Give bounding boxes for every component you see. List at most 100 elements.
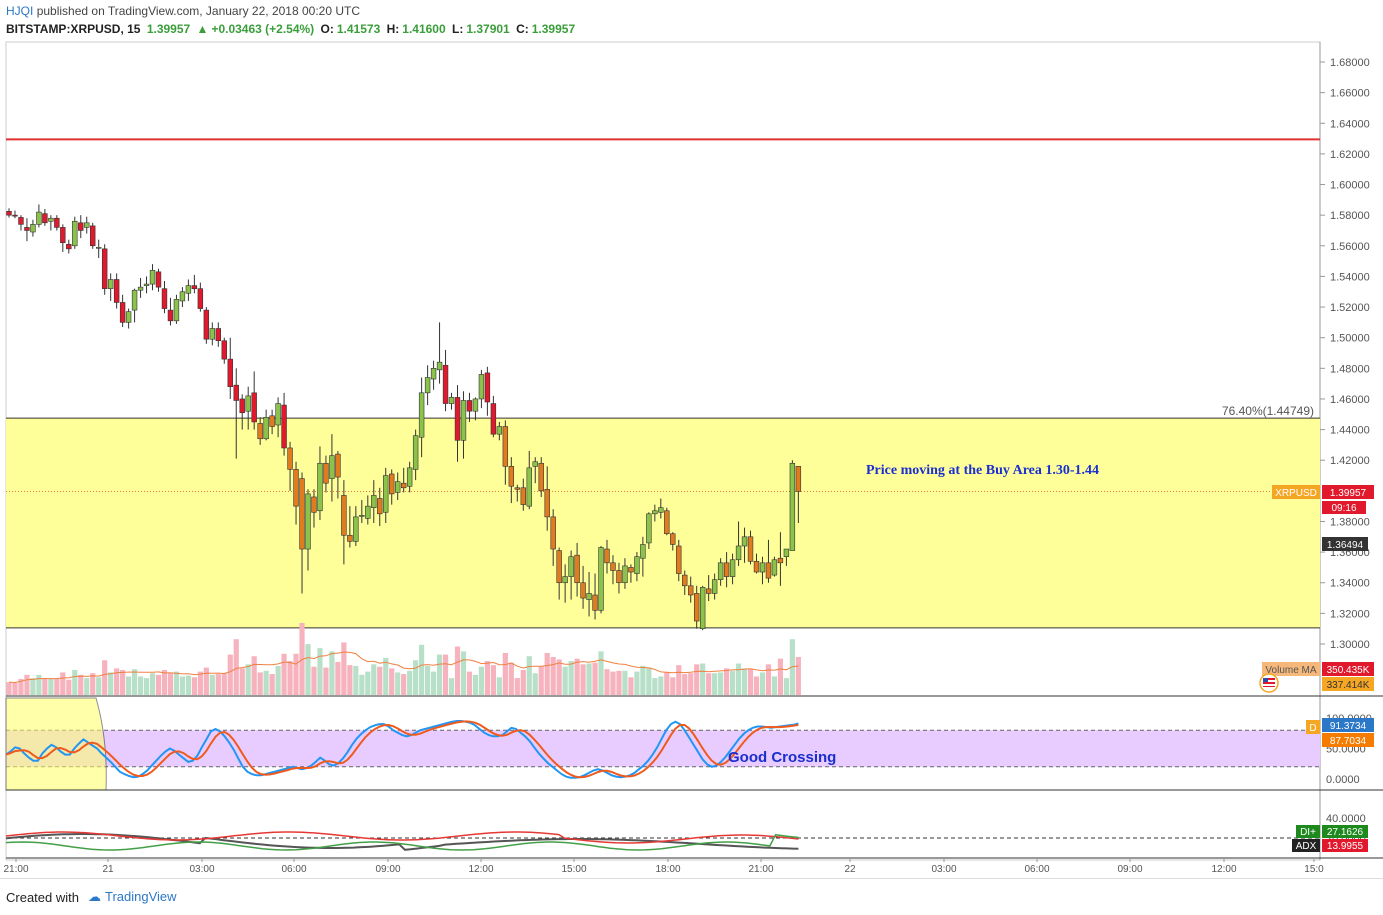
candle-body [149,269,156,285]
candle-body [66,243,72,250]
candle-body [520,487,526,505]
volume-bar [765,664,772,695]
volume-bar [167,672,174,695]
candle-body [96,247,102,249]
candle-body [275,403,281,426]
volume-bar [676,665,682,695]
candle-body [84,222,90,228]
candle-body [394,481,401,493]
volume-bar [532,673,538,695]
volume-bar [472,674,479,695]
candle-body [424,377,431,394]
candle-body [60,227,66,244]
volume-bar [239,668,245,695]
candle-body [335,453,341,478]
candle-body [341,495,347,536]
candle-body [293,469,299,507]
volume-bar [634,671,640,695]
volume-bar [460,651,467,695]
footer-bar: Created with ☁ TradingView [0,878,1383,915]
volume-bar [36,674,42,695]
volume-bar [54,678,60,695]
volume-bar [694,664,700,695]
volume-bar [12,682,18,695]
volume-bar [257,672,263,695]
time-tick-label: 06:00 [1024,864,1049,875]
price-tick-label: 1.34000 [1330,578,1370,590]
candle-body [299,478,305,550]
candle-body [717,562,724,580]
candle-body [646,513,652,544]
volume-bar [628,677,634,695]
candle-body [12,214,18,217]
volume-bar [586,663,592,695]
volume-bar [227,654,233,695]
adx-tag: ADX [1296,841,1317,852]
author-link[interactable]: HJQI [6,4,34,18]
time-tick-label: 21 [102,864,114,875]
candle-body [640,544,646,559]
highlight-circle [5,697,107,791]
candle-body [688,585,694,596]
volume-bar [735,663,742,695]
low-label: L: [452,22,464,36]
volume-bar [329,651,335,695]
volume-bar [114,668,120,695]
volume-bar [197,671,203,695]
candle-body [466,400,473,412]
volume-bar [407,670,413,695]
volume-bar [682,674,688,695]
symbol-legend: BITSTAMP:XRPUSD, 15 1.39957 ▲ +0.03463 (+… [6,22,578,36]
candle-body [478,374,485,400]
flag-icon[interactable] [1259,673,1279,693]
volume-bar [413,660,419,695]
volume-bar [771,676,778,695]
volume-bar [436,654,443,695]
volume-bar [729,670,736,695]
candle-body [78,222,84,231]
volume-bar [233,639,239,695]
candle-body [389,473,395,495]
volume-bar [221,673,227,695]
candle-body [119,302,126,323]
time-tick-label: 15:0 [1304,864,1324,875]
candle-body [472,398,479,412]
volume-value-bg [1322,677,1374,691]
candle-body [6,211,12,216]
high-label: H: [386,22,400,36]
close-value: 1.39957 [531,22,576,36]
chart-canvas[interactable]: 1.68000 1.66000 1.64000 1.62000 1.60000 1.580… [0,40,1383,878]
candle-body [682,574,688,587]
candle-body [54,217,60,228]
d-value-bg [1322,733,1374,747]
candle-body [634,556,640,574]
volume-bar [484,661,490,695]
volume-bar [161,669,168,695]
volume-bar [580,664,586,695]
candle-body [723,562,730,577]
candle-body [209,328,216,340]
tradingview-link[interactable]: ☁ TradingView [88,889,177,905]
tradingview-brand: TradingView [105,889,177,904]
candle-body [460,400,467,441]
bar-countdown: 09:16 [1331,503,1356,514]
candle-body [670,533,676,545]
candles-layer [6,204,802,631]
candle-body [287,447,293,470]
volume-bar [84,678,90,695]
di-plus-line [5,833,799,851]
price-axis: 1.68000 1.66000 1.64000 1.62000 1.60000 1.580… [1320,57,1370,651]
volume-bar [454,646,461,695]
symbol-name[interactable]: BITSTAMP:XRPUSD, 15 [6,22,141,36]
time-tick-label: 03:00 [931,864,956,875]
candle-body [514,487,521,490]
di-plus-tag: DI+ [1300,827,1316,838]
candle-body [167,309,174,322]
volume-bar [562,666,568,695]
volume-bar [783,678,789,695]
candle-body [676,545,682,574]
candle-body [771,559,778,576]
volume-bar [42,678,48,695]
candle-body [317,462,323,512]
volume-bar [514,678,520,695]
